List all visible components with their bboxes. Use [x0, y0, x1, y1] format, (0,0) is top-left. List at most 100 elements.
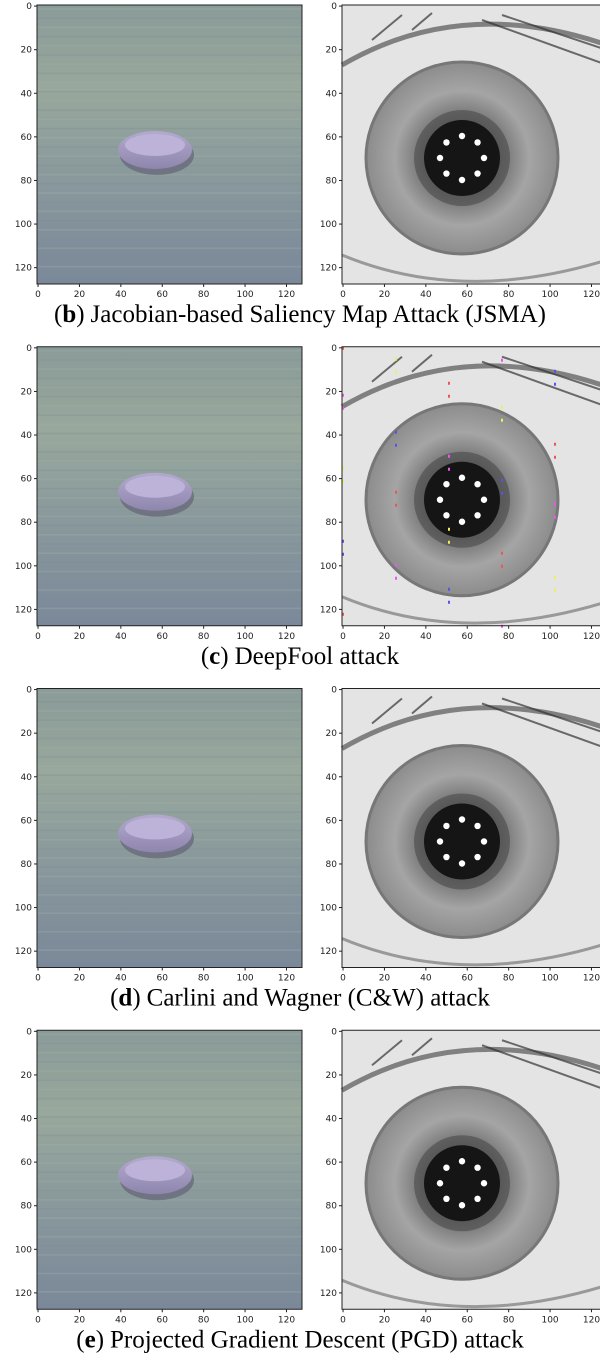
- x-tick-label: 120: [583, 974, 600, 984]
- y-tick-label: 120: [15, 947, 32, 957]
- x-tick-label: 40: [115, 1315, 127, 1325]
- caption: (e)Projected Gradient Descent (PGD) atta…: [76, 1326, 524, 1353]
- x-tick-label: 60: [462, 632, 474, 642]
- caption: (b) Jacobian-based Saliency Map Attack (J…: [54, 301, 546, 328]
- y-tick-label: 0: [331, 2, 337, 12]
- x-tick-label: 0: [35, 290, 41, 300]
- y-tick-label: 100: [320, 220, 337, 230]
- y-tick-label: 120: [15, 605, 32, 615]
- x-tick-label: 60: [157, 290, 169, 300]
- x-tick-label: 120: [278, 974, 295, 984]
- noise: [554, 383, 556, 386]
- noise: [501, 479, 503, 482]
- noise: [554, 443, 556, 446]
- reflection: [443, 823, 449, 829]
- reflection: [481, 155, 487, 161]
- x-tick-label: 80: [503, 974, 515, 984]
- caption-text: Jacobian-based Saliency Map Attack (JSMA…: [91, 301, 546, 328]
- y-tick-label: 80: [326, 518, 338, 528]
- y-tick-label: 0: [331, 344, 337, 354]
- x-tick-label: 40: [115, 290, 127, 300]
- noise: [448, 601, 450, 604]
- y-tick-label: 40: [326, 89, 338, 99]
- x-tick-label: 20: [379, 290, 391, 300]
- y-tick-label: 20: [326, 46, 338, 56]
- noise: [395, 504, 397, 507]
- reflection: [474, 854, 480, 860]
- caption-label: c: [209, 643, 220, 670]
- y-tick-label: 40: [326, 431, 338, 441]
- x-tick-label: 80: [198, 974, 210, 984]
- noise: [395, 371, 397, 374]
- caption-label: b: [62, 301, 76, 328]
- caption-text: DeepFool attack: [235, 643, 400, 670]
- noise: [448, 468, 450, 471]
- noise: [501, 565, 503, 568]
- y-tick-label: 20: [326, 387, 338, 397]
- y-tick-label: 100: [15, 562, 32, 572]
- y-tick-label: 80: [21, 176, 33, 186]
- reflection: [474, 170, 480, 176]
- y-tick-label: 100: [320, 904, 337, 914]
- y-tick-label: 20: [21, 387, 33, 397]
- caption-close: ): [76, 301, 84, 328]
- panel: 0020204040606080801001001201200020204040…: [15, 686, 600, 1012]
- noise: [395, 577, 397, 580]
- caption-open: (: [110, 985, 118, 1012]
- noise: [501, 419, 503, 422]
- y-tick-label: 20: [326, 1071, 338, 1081]
- pill-top: [125, 476, 185, 498]
- x-tick-label: 120: [583, 290, 600, 300]
- x-tick-label: 80: [503, 290, 515, 300]
- x-tick-label: 0: [340, 290, 346, 300]
- caption-text: Projected Gradient Descent (PGD) attack: [110, 1326, 524, 1353]
- y-tick-label: 0: [26, 2, 32, 12]
- reflection: [443, 481, 449, 487]
- x-tick-label: 20: [74, 290, 86, 300]
- y-tick-label: 120: [320, 1289, 337, 1299]
- reflection: [474, 1196, 480, 1202]
- y-tick-label: 20: [326, 729, 338, 739]
- caption: (c)DeepFool attack: [201, 643, 400, 670]
- y-tick-label: 80: [21, 860, 33, 870]
- reflection: [459, 519, 465, 525]
- noise: [448, 541, 450, 544]
- x-tick-label: 100: [541, 290, 558, 300]
- caption-close: ): [220, 643, 228, 670]
- y-tick-label: 20: [21, 1071, 33, 1081]
- noise: [448, 528, 450, 531]
- reflection: [437, 497, 443, 503]
- caption: (d)Carlini and Wagner (C&W) attack: [110, 985, 490, 1012]
- x-tick-label: 120: [583, 632, 600, 642]
- x-tick-label: 80: [198, 1315, 210, 1325]
- x-tick-label: 0: [35, 1315, 41, 1325]
- noise: [448, 395, 450, 398]
- x-tick-label: 40: [420, 974, 432, 984]
- reflection: [443, 1196, 449, 1202]
- x-tick-label: 20: [74, 974, 86, 984]
- x-tick-label: 100: [236, 974, 253, 984]
- x-tick-label: 20: [74, 1315, 86, 1325]
- x-tick-label: 100: [236, 1315, 253, 1325]
- caption-text: Carlini and Wagner (C&W) attack: [147, 985, 491, 1012]
- noise: [395, 431, 397, 434]
- y-tick-label: 80: [326, 860, 338, 870]
- x-tick-label: 0: [35, 632, 41, 642]
- reflection: [459, 1202, 465, 1208]
- y-tick-label: 0: [331, 686, 337, 696]
- y-tick-label: 80: [21, 518, 33, 528]
- y-tick-label: 120: [15, 264, 32, 274]
- page: {"axes": {"ticks": [0, 20, 40, 60, 80, 1…: [0, 0, 600, 1367]
- noise: [395, 491, 397, 494]
- panel: 0020204040606080801001001201200020204040…: [15, 1027, 600, 1353]
- panel: 0020204040606080801001001201200020204040…: [15, 2, 600, 328]
- y-tick-label: 120: [320, 605, 337, 615]
- y-tick-label: 80: [326, 1202, 338, 1212]
- x-tick-label: 20: [74, 632, 86, 642]
- pupil: [424, 804, 500, 880]
- x-tick-label: 20: [379, 632, 391, 642]
- caption-open: (: [54, 301, 62, 328]
- reflection: [437, 1180, 443, 1186]
- x-tick-label: 120: [583, 1315, 600, 1325]
- reflection: [459, 1158, 465, 1164]
